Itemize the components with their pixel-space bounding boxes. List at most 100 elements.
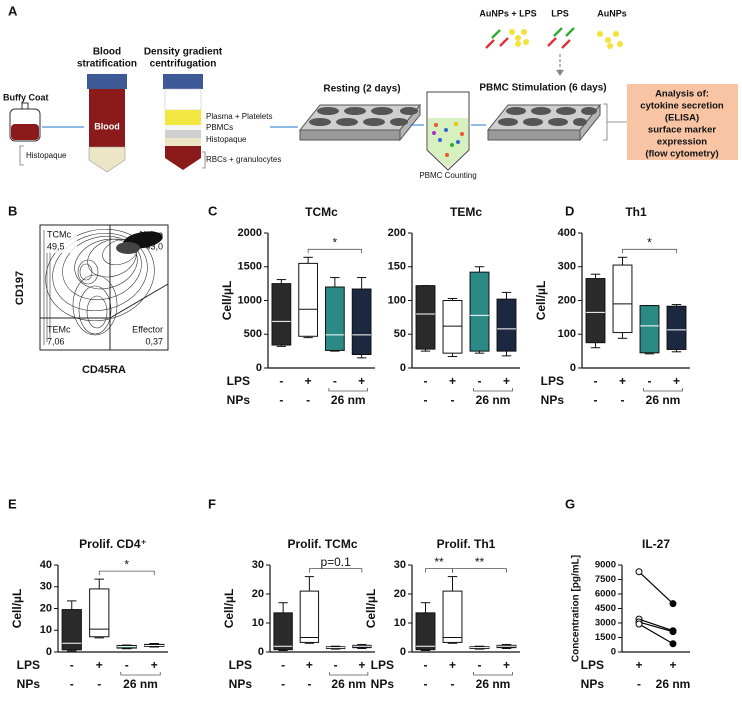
y-tick-label: 20	[252, 588, 264, 600]
y-tick-label: 30	[40, 581, 52, 593]
row-cell: -	[594, 393, 598, 407]
row-cell: +	[358, 658, 365, 672]
box	[585, 278, 606, 344]
y-tick-label: 30	[394, 559, 406, 571]
bracket	[19, 145, 24, 166]
row-cell: +	[305, 374, 312, 388]
row-label: NPs	[541, 393, 565, 407]
row-cell: -	[125, 658, 129, 672]
step-label: stratification	[77, 59, 137, 70]
row-cell: -	[306, 393, 310, 407]
layer-label: Histopaque	[26, 151, 67, 160]
gate-value: 0,37	[145, 336, 163, 346]
box	[325, 286, 345, 351]
significance-label: p=0.1	[320, 555, 351, 569]
row-cell: 26 nm	[476, 393, 511, 407]
panel-label: G	[565, 496, 575, 511]
y-tick-label: 20	[40, 602, 52, 614]
analysis-text: Analysis of:	[655, 89, 709, 100]
row-cell: +	[96, 658, 103, 672]
layer-label: PBMCs	[206, 123, 233, 132]
gate-name: Effector	[132, 324, 163, 334]
group-bracket	[473, 672, 513, 676]
y-tick-label: 0	[46, 646, 52, 658]
chart-title: Prolif. TCMc	[287, 537, 357, 551]
chart-title: IL-27	[642, 537, 670, 551]
row-cell: 26 nm	[476, 677, 511, 691]
step-label: PBMC Stimulation (6 days)	[479, 83, 606, 94]
row-cell: 26 nm	[646, 393, 681, 407]
row-cell: +	[151, 658, 158, 672]
significance-bracket	[307, 248, 363, 254]
stimulus-label: LPS	[551, 8, 569, 18]
y-axis-label: Cell/µL	[534, 281, 548, 321]
layer-label: Histopaque	[206, 135, 247, 144]
row-cell: -	[451, 677, 455, 691]
y-tick-label: 400	[558, 227, 576, 239]
donor-line	[638, 623, 674, 645]
row-cell: -	[594, 374, 598, 388]
donor-line	[638, 618, 674, 632]
box	[351, 288, 372, 355]
analysis-box	[627, 84, 738, 160]
y-tick-label: 10	[40, 624, 52, 636]
box	[639, 305, 660, 354]
y-tick-label: 1500	[595, 632, 616, 643]
box	[271, 283, 292, 346]
row-cell: -	[424, 658, 428, 672]
y-tick-label: 300	[558, 261, 576, 273]
plate	[486, 103, 602, 142]
group-bracket	[473, 388, 513, 392]
y-tick-label: 0	[256, 362, 262, 374]
y-tick-label: 7500	[595, 574, 616, 585]
row-cell: +	[503, 658, 510, 672]
row-cell: -	[424, 374, 428, 388]
row-cell: -	[424, 393, 428, 407]
panel-label: C	[208, 203, 218, 218]
layer-label: Plasma + Platelets	[206, 112, 272, 121]
step-label: Buffy Coat	[3, 92, 49, 102]
step-label: Density gradient	[144, 47, 223, 58]
analysis-text: expression	[657, 137, 707, 148]
point	[669, 600, 677, 608]
y-tick-label: 1000	[238, 294, 262, 306]
row-cell: -	[70, 658, 74, 672]
plate	[298, 103, 422, 142]
group-bracket	[328, 388, 369, 392]
bracket	[603, 103, 608, 141]
significance-bracket	[98, 570, 155, 576]
y-tick-label: 50	[394, 328, 406, 340]
panel-label: D	[565, 203, 574, 218]
row-cell: -	[97, 677, 101, 691]
box	[612, 264, 633, 334]
y-axis-label: Cell/µL	[364, 589, 378, 629]
y-tick-label: 4500	[595, 603, 616, 614]
y-tick-label: 1500	[238, 261, 262, 273]
gate-name: TCMc	[47, 229, 71, 239]
gate-line	[109, 283, 169, 319]
row-label: LPS	[17, 658, 40, 672]
box	[666, 305, 687, 350]
row-cell: 26 nm	[331, 393, 366, 407]
gate-value: 43,0	[145, 241, 163, 251]
y-axis-label: Concentration [pg/mL]	[571, 555, 582, 662]
row-cell: -	[334, 658, 338, 672]
gate-name: Naïve	[139, 229, 163, 239]
y-tick-label: 200	[558, 294, 576, 306]
box	[496, 298, 517, 352]
significance-label: *	[647, 235, 652, 249]
box	[298, 262, 318, 337]
row-label: LPS	[541, 374, 564, 388]
y-axis-label: CD197	[14, 271, 26, 305]
workflow: Buffy Coat Blood stratification Blood Hi…	[3, 8, 738, 180]
significance-bracket	[622, 248, 677, 254]
box	[442, 300, 463, 354]
analysis-text: (ELISA)	[665, 113, 699, 124]
row-cell: 26 nm	[656, 677, 691, 691]
row-cell: -	[451, 393, 455, 407]
point	[669, 640, 677, 648]
y-tick-label: 0	[611, 647, 616, 658]
step-label: centrifugation	[150, 59, 217, 70]
y-tick-label: 10	[252, 617, 264, 629]
